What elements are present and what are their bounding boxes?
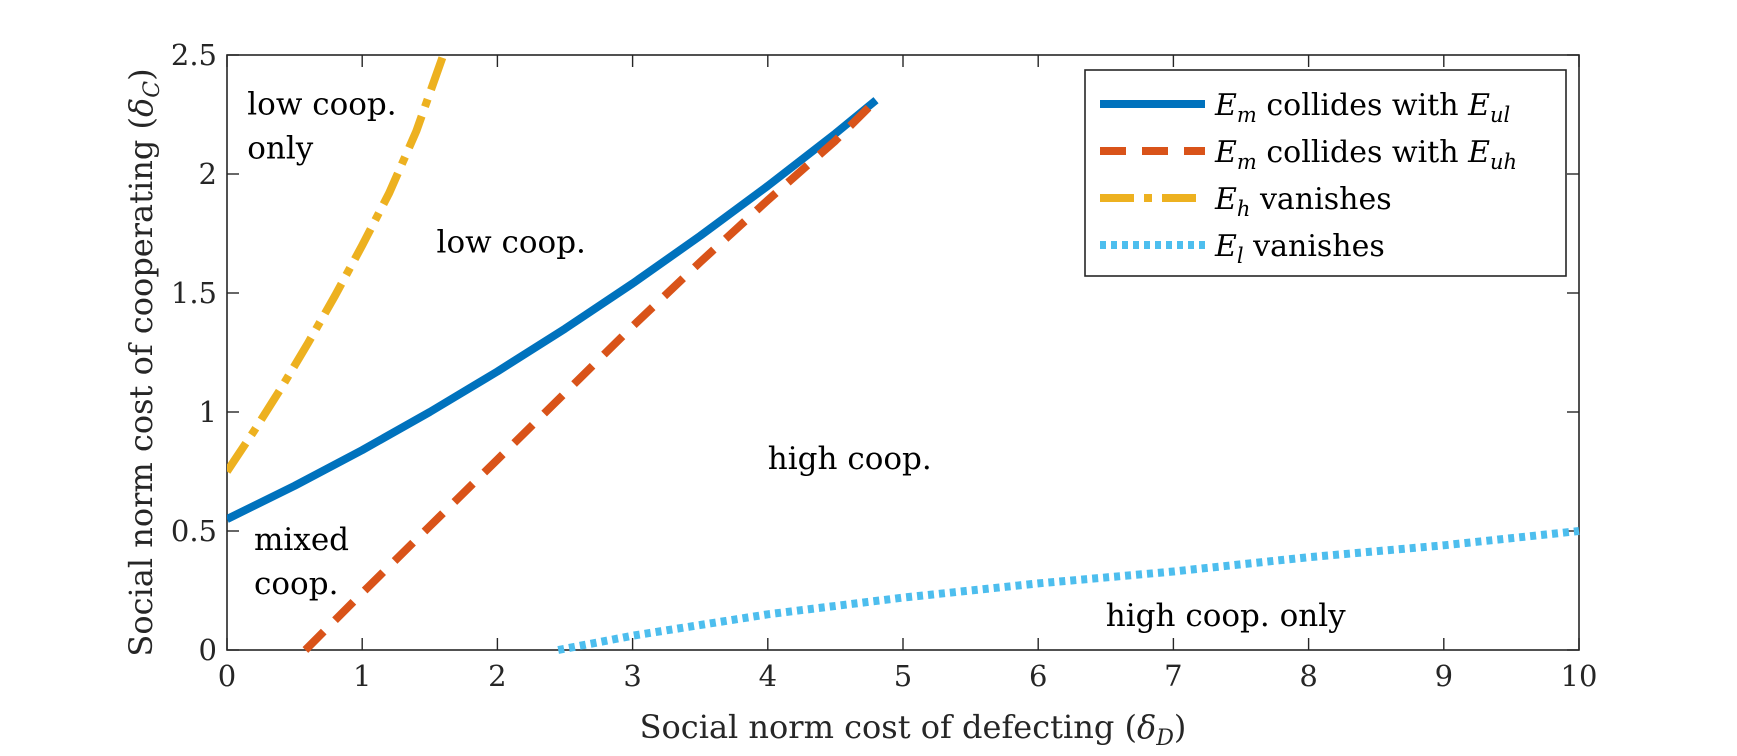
legend-text: collides with [1257, 88, 1468, 123]
legend-math: E [1214, 229, 1237, 264]
annotation-line: high coop. only [1106, 598, 1346, 634]
region-annotation: low coop. only [247, 87, 396, 167]
legend-subscript: m [1237, 150, 1257, 174]
legend-subscript: h [1237, 197, 1251, 221]
x-tick-label: 8 [1299, 659, 1317, 693]
y-tick-label: 0.5 [171, 514, 217, 548]
x-tick-label: 7 [1164, 659, 1182, 693]
region-annotation: high coop. only [1106, 598, 1346, 634]
series-line-3 [227, 53, 448, 474]
legend-math: E [1214, 182, 1237, 217]
y-tick-label: 0 [199, 633, 217, 667]
x-axis-label-text: Social norm cost of defecting ( [640, 708, 1137, 746]
legend-math: E [1214, 135, 1237, 170]
plot-series [227, 53, 1580, 654]
y-axis-symbol: δ [122, 98, 160, 117]
axis-labels: Social norm cost of defecting (δD)Social… [122, 68, 1186, 751]
legend-text: vanishes [1250, 182, 1391, 217]
legend-label-4: El vanishes [1214, 229, 1385, 268]
annotation-line: low coop. [247, 87, 396, 123]
annotation-line: mixed [254, 522, 349, 558]
y-axis-label: Social norm cost of cooperating (δC) [122, 68, 165, 656]
x-axis-symbol: δ [1137, 708, 1156, 746]
y-tick-label: 1.5 [171, 276, 217, 310]
region-annotation: low coop. [437, 225, 586, 261]
y-tick-label: 2 [199, 157, 217, 191]
legend-subscript: uh [1490, 150, 1517, 174]
annotation-line: high coop. [768, 441, 932, 477]
x-axis-subscript: D [1155, 726, 1174, 751]
x-axis-label: Social norm cost of defecting (δD) [640, 708, 1187, 751]
series-line-4 [557, 527, 1580, 654]
series-line-2 [302, 97, 879, 653]
x-tick-label: 6 [1029, 659, 1047, 693]
x-tick-label: 4 [759, 659, 777, 693]
x-tick-label: 9 [1435, 659, 1453, 693]
series-line-1 [227, 97, 879, 523]
legend-subscript: l [1237, 244, 1244, 268]
legend-math: E [1214, 88, 1237, 123]
annotation-line: only [247, 131, 314, 167]
legend-math: E [1467, 135, 1490, 170]
y-axis-close: ) [122, 68, 160, 80]
legend-label-1: Em collides with Eul [1214, 88, 1510, 127]
x-axis-close: ) [1174, 708, 1186, 746]
y-axis-subscript: C [140, 81, 165, 98]
region-annotations: low coop. only low coop. high coop. mixed coo… [247, 87, 1346, 635]
legend-subscript: ul [1490, 103, 1510, 127]
y-tick-label: 2.5 [171, 38, 217, 72]
annotation-line: low coop. [437, 225, 586, 261]
legend-text: collides with [1257, 135, 1468, 170]
x-tick-label: 1 [353, 659, 371, 693]
axes: 0 1 2 3 4 5 6 7 8 9 10 0 0.5 1 1.5 2 2.5 [171, 38, 1598, 693]
legend-math: E [1467, 88, 1490, 123]
legend-subscript: m [1237, 103, 1257, 127]
region-annotation: mixed coop. [254, 522, 349, 602]
legend-label-3: Eh vanishes [1214, 182, 1392, 221]
x-tick-label: 2 [488, 659, 506, 693]
x-tick-label: 10 [1561, 659, 1598, 693]
region-annotation: high coop. [768, 441, 932, 477]
x-tick-label: 3 [623, 659, 641, 693]
x-tick-label: 0 [218, 659, 236, 693]
y-tick-label: 1 [199, 395, 217, 429]
legend-label-2: Em collides with Euh [1214, 135, 1517, 174]
y-axis-label-text: Social norm cost of cooperating ( [122, 117, 160, 657]
annotation-line: coop. [254, 566, 338, 602]
legend-text: vanishes [1244, 229, 1385, 264]
x-tick-label: 5 [894, 659, 912, 693]
